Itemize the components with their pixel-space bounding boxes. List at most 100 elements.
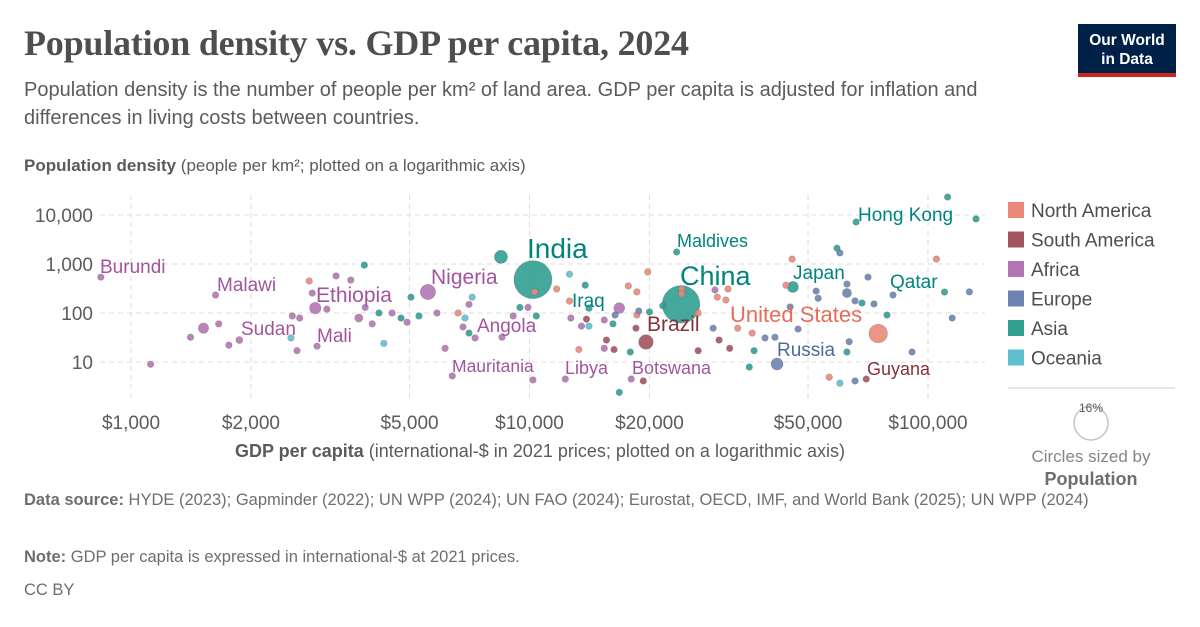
data-point[interactable] [639, 377, 647, 385]
legend-item-africa[interactable]: Africa [1008, 260, 1080, 281]
data-point[interactable] [726, 344, 734, 352]
data-point[interactable] [724, 285, 732, 293]
point-malawi[interactable] [211, 291, 220, 299]
data-point[interactable] [581, 281, 589, 289]
data-point[interactable] [883, 311, 891, 319]
data-point[interactable] [645, 308, 654, 316]
point-mali[interactable] [313, 342, 321, 350]
point-ethiopia[interactable] [309, 302, 322, 315]
data-point[interactable] [305, 277, 313, 285]
data-point[interactable] [577, 322, 586, 330]
data-point[interactable] [713, 293, 721, 301]
data-point[interactable] [694, 347, 702, 355]
data-point[interactable] [296, 314, 304, 322]
data-point[interactable] [461, 314, 469, 322]
point-maldives[interactable] [673, 248, 681, 256]
data-point[interactable] [532, 312, 540, 320]
point-mauritania[interactable] [448, 372, 456, 380]
point-qatar[interactable] [940, 288, 949, 296]
data-point[interactable] [626, 348, 634, 356]
data-point[interactable] [748, 329, 756, 337]
data-point[interactable] [843, 280, 851, 288]
data-point[interactable] [842, 288, 852, 298]
data-point[interactable] [332, 272, 340, 280]
data-point[interactable] [529, 376, 537, 384]
data-point[interactable] [415, 312, 423, 320]
data-point[interactable] [794, 325, 802, 333]
point-libya[interactable] [561, 375, 569, 383]
data-point[interactable] [678, 290, 686, 298]
data-point[interactable] [944, 193, 952, 201]
data-point[interactable] [407, 293, 415, 301]
data-point[interactable] [354, 313, 364, 323]
data-point[interactable] [293, 347, 301, 355]
data-point[interactable] [600, 316, 608, 324]
data-point[interactable] [516, 303, 524, 312]
data-point[interactable] [782, 281, 790, 289]
data-point[interactable] [225, 341, 233, 349]
data-point[interactable] [465, 329, 473, 337]
data-point[interactable] [454, 309, 462, 317]
data-point[interactable] [825, 373, 833, 381]
data-point[interactable] [836, 379, 844, 387]
data-point[interactable] [441, 344, 449, 352]
data-point[interactable] [361, 303, 369, 312]
data-point[interactable] [602, 336, 611, 344]
data-point[interactable] [908, 348, 916, 356]
data-point[interactable] [567, 314, 575, 322]
data-point[interactable] [972, 215, 980, 223]
data-point[interactable] [553, 285, 561, 293]
point-russia[interactable] [770, 357, 784, 371]
data-point[interactable] [694, 309, 702, 317]
data-point[interactable] [524, 303, 532, 312]
data-point[interactable] [347, 276, 355, 284]
point-burundi[interactable] [97, 273, 105, 281]
data-point[interactable] [745, 363, 753, 371]
data-point[interactable] [711, 286, 719, 294]
data-point[interactable] [851, 377, 859, 385]
data-point[interactable] [610, 345, 618, 354]
point-guyana[interactable] [862, 375, 870, 383]
data-point[interactable] [375, 309, 383, 317]
data-point[interactable] [380, 339, 388, 347]
data-point[interactable] [323, 305, 331, 313]
legend-item-asia[interactable]: Asia [1008, 319, 1068, 340]
data-point[interactable] [459, 323, 467, 331]
data-point[interactable] [633, 288, 641, 296]
data-point[interactable] [812, 287, 820, 295]
data-point[interactable] [814, 294, 822, 302]
data-point[interactable] [644, 268, 652, 276]
license[interactable]: CC BY [24, 581, 75, 599]
data-point[interactable] [565, 297, 574, 305]
data-point[interactable] [858, 299, 866, 307]
data-point[interactable] [287, 334, 295, 342]
data-point[interactable] [471, 334, 479, 342]
data-point[interactable] [948, 314, 956, 322]
data-point[interactable] [186, 333, 195, 341]
data-point[interactable] [635, 307, 643, 315]
data-point[interactable] [600, 344, 608, 352]
data-point[interactable] [965, 288, 973, 296]
data-point[interactable] [632, 324, 640, 332]
data-point[interactable] [845, 338, 853, 346]
legend-item-north-america[interactable]: North America [1008, 201, 1152, 222]
legend-item-oceania[interactable]: Oceania [1008, 349, 1102, 370]
data-point[interactable] [836, 249, 844, 257]
data-point[interactable] [864, 273, 872, 281]
legend-item-south-america[interactable]: South America [1008, 231, 1155, 252]
data-point[interactable] [613, 302, 625, 314]
point-united-states[interactable] [868, 324, 888, 344]
data-point[interactable] [368, 320, 376, 328]
data-point[interactable] [509, 312, 517, 320]
data-point[interactable] [750, 347, 758, 355]
data-point[interactable] [465, 300, 473, 308]
owid-logo[interactable]: Our World in Data [1078, 24, 1176, 77]
data-point[interactable] [761, 334, 769, 342]
point-hong-kong[interactable] [852, 218, 860, 226]
data-point[interactable] [611, 311, 619, 319]
data-point[interactable] [615, 388, 623, 396]
data-point[interactable] [494, 249, 508, 264]
data-point[interactable] [609, 320, 617, 328]
data-point[interactable] [734, 324, 742, 332]
data-point[interactable] [722, 296, 730, 304]
